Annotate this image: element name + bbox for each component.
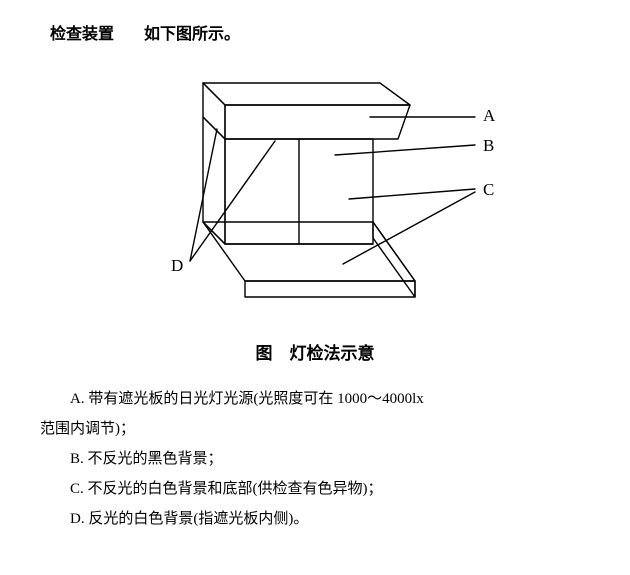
caption-text: 灯检法示意 [290,344,375,363]
heading: 检查装置 如下图所示。 [40,20,590,44]
legend-A: A. 带有遮光板的日光灯光源(光照度可在 1000～4000lx [40,384,590,414]
lamp-housing-side [203,83,225,139]
leader-C-1 [349,189,475,199]
heading-part1: 检查装置 [50,26,114,43]
leader-B [335,145,475,155]
heading-part2: 如下图所示。 [144,26,240,43]
legend: A. 带有遮光板的日光灯光源(光照度可在 1000～4000lx 范围内调节)；… [40,384,590,534]
base-right [373,222,415,297]
diagram-container: A B C D [40,59,590,324]
legend-C: C. 不反光的白色背景和底部(供检查有色异物)； [40,474,590,504]
legend-A-cont: 范围内调节)； [40,414,590,444]
label-D: D [171,256,183,275]
label-B: B [483,136,494,155]
lamp-housing-top [203,83,410,105]
leader-C-2 [343,192,475,264]
figure-caption: 图 灯检法示意 [40,339,590,364]
lamp-housing-front [225,105,410,139]
lamp-inspection-diagram: A B C D [105,59,525,319]
label-A: A [483,106,496,125]
label-C: C [483,180,494,199]
legend-B: B. 不反光的黑色背景； [40,444,590,474]
base-front [245,281,415,297]
caption-prefix: 图 [256,344,273,363]
legend-D: D. 反光的白色背景(指遮光板内侧)。 [40,504,590,534]
